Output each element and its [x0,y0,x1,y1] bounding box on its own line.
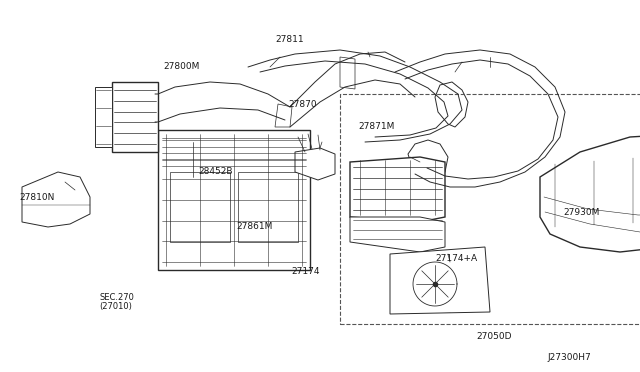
Polygon shape [275,104,292,127]
Polygon shape [540,134,640,252]
Polygon shape [295,148,335,180]
Text: 27861M: 27861M [237,222,273,231]
Text: SEC.270: SEC.270 [99,293,134,302]
Text: 27050D: 27050D [477,332,512,341]
Polygon shape [95,87,112,147]
Polygon shape [390,247,490,314]
Bar [340,94,640,324]
Text: 27800M: 27800M [163,62,200,71]
Polygon shape [22,172,90,227]
Polygon shape [112,82,158,152]
Polygon shape [238,172,298,242]
Text: 27174: 27174 [291,267,320,276]
Text: 27174+A: 27174+A [435,254,477,263]
Polygon shape [340,57,355,89]
Text: 27930M: 27930M [563,208,600,217]
Text: 27870: 27870 [288,100,317,109]
Polygon shape [395,254,480,312]
Text: 27871M: 27871M [358,122,395,131]
Text: J27300H7: J27300H7 [547,353,591,362]
Text: (27010): (27010) [99,302,132,311]
Polygon shape [435,82,468,127]
Text: 27811: 27811 [275,35,304,44]
Text: 27810N: 27810N [19,193,54,202]
Polygon shape [170,172,230,242]
Text: 28452B: 28452B [198,167,233,176]
Polygon shape [350,217,445,252]
Polygon shape [158,130,310,270]
Polygon shape [408,140,448,182]
Polygon shape [350,157,445,222]
